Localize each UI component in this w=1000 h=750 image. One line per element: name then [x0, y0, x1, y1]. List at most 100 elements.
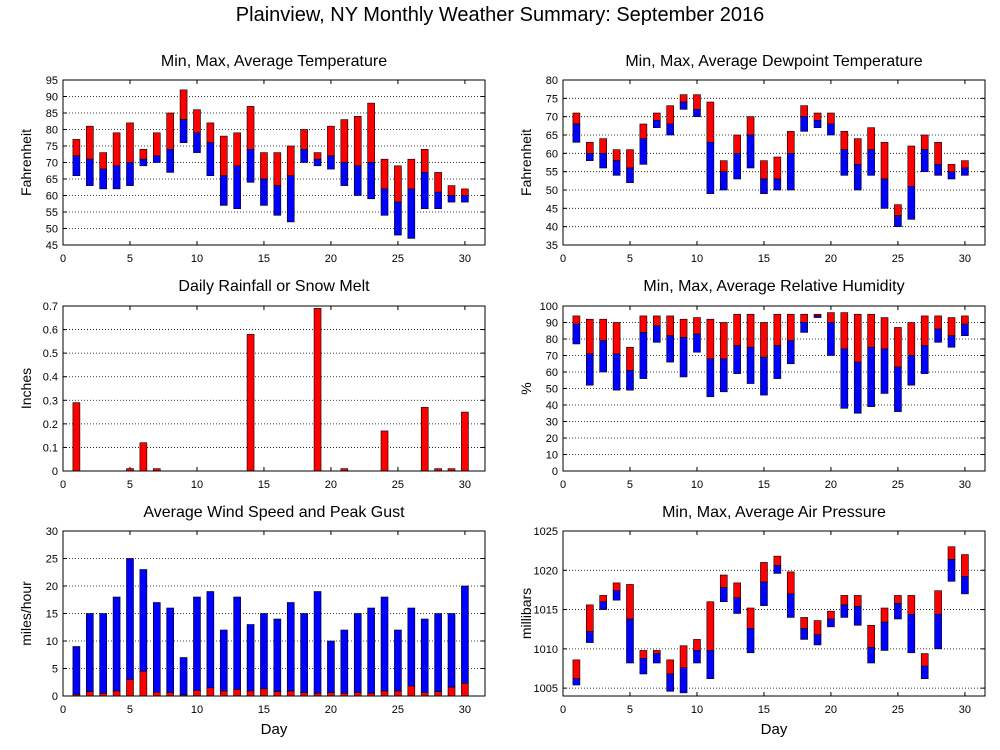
humidity-xtick-label: 10 — [691, 479, 703, 491]
dewpoint-bar-lower — [853, 164, 862, 191]
humidity-ytick-label: 80 — [546, 334, 558, 346]
dewpoint-ylabel: Fahrenheit — [518, 129, 534, 196]
wind-gust-bar — [179, 657, 188, 696]
pressure-xtick-label: 5 — [627, 704, 633, 716]
wind-gust-bar — [206, 591, 215, 689]
dewpoint-bar-lower — [880, 178, 889, 209]
wind-ytick-label: 30 — [46, 526, 58, 538]
rainfall-ytick-label: 0 — [52, 466, 58, 478]
temperature-ytick-label: 45 — [46, 240, 58, 252]
temperature-bar-upper — [72, 139, 81, 157]
temperature-xtick-label: 15 — [258, 253, 270, 265]
pressure-bar-upper — [947, 546, 956, 560]
wind-speed-bar — [193, 690, 201, 697]
wind-gust-bar — [246, 624, 255, 692]
dewpoint-bar-lower — [947, 171, 956, 180]
temperature-bar-upper — [461, 188, 469, 196]
temperature-bar-lower — [461, 195, 469, 203]
pressure-bar-upper — [880, 607, 889, 623]
dewpoint-bar-upper — [800, 105, 808, 117]
rainfall-bar — [139, 442, 148, 472]
humidity-bar-upper — [894, 327, 902, 368]
humidity-bar-upper — [706, 318, 715, 360]
humidity-bar-lower — [813, 315, 822, 318]
rainfall-xtick-label: 10 — [191, 479, 203, 491]
pressure-xtick-label: 30 — [959, 704, 971, 716]
wind-speed-bar — [206, 687, 215, 697]
pressure-xtick-label: 15 — [758, 704, 770, 716]
pressure-bar-lower — [652, 653, 661, 664]
temperature-bar-lower — [394, 201, 402, 236]
temperature-bar-upper — [85, 125, 94, 160]
wind-speed-bar — [139, 670, 148, 697]
humidity-xtick-label: 30 — [959, 479, 971, 491]
wind-xtick-label: 10 — [191, 704, 203, 716]
humidity-bar-upper — [773, 313, 782, 346]
humidity-bar-lower — [585, 353, 594, 386]
humidity-bar-upper — [760, 322, 768, 358]
dewpoint-ytick-label: 45 — [546, 203, 558, 215]
humidity-xtick-label: 15 — [758, 479, 770, 491]
wind-speed-bar — [219, 690, 228, 697]
wind-speed-bar — [246, 690, 255, 697]
temperature-bar-lower — [166, 149, 174, 173]
humidity-bar-upper — [626, 346, 634, 371]
pressure-bar-upper — [572, 659, 581, 680]
temperature-bar-upper — [99, 152, 107, 170]
pressure-xtick-label: 0 — [560, 704, 566, 716]
humidity-bar-lower — [599, 340, 607, 373]
humidity-bar-lower — [746, 346, 755, 384]
temperature-ytick-label: 90 — [46, 92, 58, 104]
temperature-bar-upper — [394, 165, 402, 203]
pressure-ytick-label: 1020 — [534, 565, 558, 577]
wind-speed-bar — [394, 690, 402, 697]
dewpoint-bar-upper — [894, 204, 902, 216]
dewpoint-bar-lower — [786, 153, 795, 191]
dewpoint-ytick-label: 40 — [546, 222, 558, 234]
humidity-bar-upper — [920, 315, 929, 346]
dewpoint-bar-lower — [612, 160, 621, 176]
humidity-bar-lower — [827, 322, 835, 356]
pressure-bar-upper — [706, 601, 715, 651]
pressure-ytick-label: 1010 — [534, 644, 558, 656]
wind-xtick-label: 5 — [127, 704, 133, 716]
pressure-bar-upper — [840, 595, 849, 606]
dewpoint-bar-lower — [800, 116, 808, 132]
dewpoint-bar-lower — [679, 101, 688, 110]
wind-speed-bar — [461, 683, 469, 697]
temperature-bar-upper — [447, 185, 456, 196]
temperature-bar-upper — [193, 109, 201, 134]
humidity-bar-upper — [652, 315, 661, 327]
dewpoint-bar-lower — [599, 153, 607, 169]
dewpoint-bar-lower — [733, 153, 741, 180]
humidity-bar-upper — [572, 315, 581, 325]
temperature-bar-upper — [353, 116, 362, 167]
wind-plot-frame — [62, 530, 486, 697]
dewpoint-xtick-label: 10 — [691, 253, 703, 265]
pressure-ytick-label: 1005 — [534, 683, 558, 695]
dewpoint-chart: Min, Max, Average Dewpoint Temperature 35… — [518, 53, 986, 265]
dewpoint-bar-lower — [840, 149, 849, 176]
humidity-bar-upper — [827, 312, 835, 323]
rainfall-ylabel: Inches — [18, 368, 34, 409]
humidity-bar-lower — [840, 348, 849, 409]
temperature-bar-lower — [434, 191, 442, 209]
pressure-chart: Min, Max, Average Air Pressure1005101010… — [518, 504, 986, 738]
pressure-bar-lower — [626, 618, 634, 664]
temperature-bar-upper — [219, 135, 228, 177]
wind-speed-bar — [407, 685, 416, 697]
humidity-bar-lower — [626, 370, 634, 391]
humidity-bar-lower — [947, 335, 956, 348]
dewpoint-bar-lower — [760, 178, 768, 194]
humidity-bar-lower — [572, 323, 581, 345]
wind-xtick-label: 20 — [325, 704, 337, 716]
dewpoint-bar-lower — [920, 149, 929, 172]
humidity-xtick-label: 5 — [627, 479, 633, 491]
temperature-bar-lower — [179, 119, 188, 143]
humidity-ytick-label: 40 — [546, 400, 558, 412]
pressure-bar-lower — [746, 628, 755, 654]
pressure-bar-upper — [827, 610, 835, 620]
wind-speed-bar — [152, 691, 161, 697]
temperature-bar-lower — [152, 155, 161, 163]
temperature-bar-lower — [112, 165, 121, 190]
